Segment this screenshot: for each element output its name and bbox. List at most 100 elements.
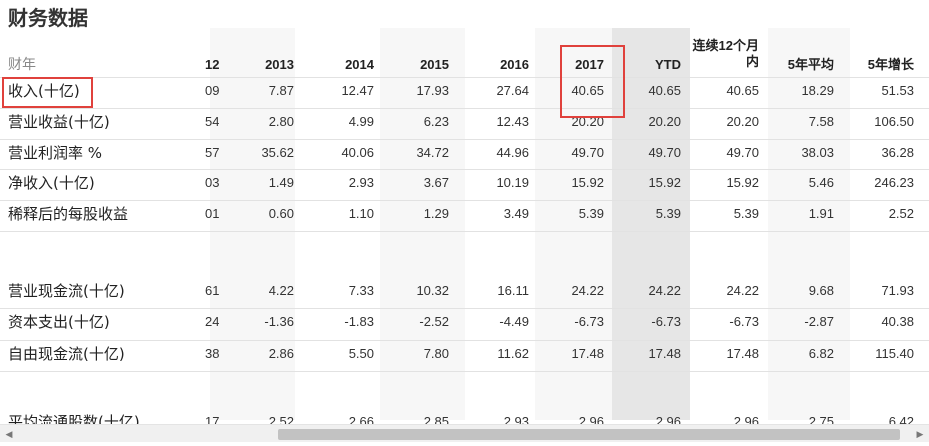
fiscal-year-label: 财年 bbox=[8, 57, 36, 73]
table-cell: 61 bbox=[205, 283, 219, 298]
row-divider bbox=[0, 77, 929, 78]
table-cell: 51.53 bbox=[881, 83, 914, 98]
column-2017-highlight bbox=[560, 45, 625, 118]
column-header: 连续12个月内 bbox=[690, 38, 759, 72]
horizontal-scrollbar[interactable]: ◀ ▶ bbox=[0, 424, 929, 442]
table-cell: 2.93 bbox=[348, 175, 374, 190]
table-cell: 17.48 bbox=[648, 346, 681, 361]
table-cell: 36.28 bbox=[881, 145, 914, 160]
table-cell: -1.83 bbox=[344, 314, 374, 329]
table-cell: 7.80 bbox=[423, 346, 449, 361]
table-cell: 5.39 bbox=[655, 206, 681, 221]
table-cell: 1.10 bbox=[348, 206, 374, 221]
table-cell: 20.20 bbox=[726, 114, 759, 129]
table-cell: 1.49 bbox=[268, 175, 294, 190]
table-cell: 15.92 bbox=[571, 175, 604, 190]
table-cell: 6.82 bbox=[808, 346, 834, 361]
table-cell: -6.73 bbox=[574, 314, 604, 329]
table-cell: 5.39 bbox=[578, 206, 604, 221]
row-label: 收入(十亿) bbox=[8, 82, 80, 100]
row-label: 净收入(十亿) bbox=[8, 174, 95, 192]
column-shade bbox=[535, 28, 612, 420]
scrollbar-thumb[interactable] bbox=[278, 429, 900, 440]
table-cell: 2.86 bbox=[268, 346, 294, 361]
table-cell: 5.39 bbox=[733, 206, 759, 221]
table-cell: 10.32 bbox=[416, 283, 449, 298]
table-cell: 03 bbox=[205, 175, 219, 190]
table-cell: 115.40 bbox=[875, 346, 914, 361]
column-header: 2013 bbox=[265, 57, 294, 72]
table-cell: 27.64 bbox=[496, 83, 529, 98]
column-header: 5年平均 bbox=[787, 57, 834, 72]
table-cell: 57 bbox=[205, 145, 219, 160]
table-cell: 10.19 bbox=[496, 175, 529, 190]
row-label: 资本支出(十亿) bbox=[8, 313, 110, 331]
table-cell: 11.62 bbox=[497, 346, 529, 361]
row-divider bbox=[0, 169, 929, 170]
table-cell: 34.72 bbox=[416, 145, 449, 160]
table-cell: -2.52 bbox=[419, 314, 449, 329]
table-cell: 12.43 bbox=[496, 114, 529, 129]
table-cell: 38.03 bbox=[801, 145, 834, 160]
column-header: 2014 bbox=[345, 57, 374, 72]
table-cell: 12.47 bbox=[341, 83, 374, 98]
left-arrow-icon[interactable]: ◀ bbox=[5, 429, 13, 439]
table-cell: 71.93 bbox=[881, 283, 914, 298]
table-cell: 2.52 bbox=[888, 206, 914, 221]
column-header-line: 内 bbox=[745, 54, 759, 69]
table-cell: -2.87 bbox=[804, 314, 834, 329]
table-cell: 17.48 bbox=[726, 346, 759, 361]
table-cell: -6.73 bbox=[651, 314, 681, 329]
table-cell: 20.20 bbox=[648, 114, 681, 129]
table-cell: 246.23 bbox=[874, 175, 914, 190]
table-cell: 0.60 bbox=[268, 206, 294, 221]
table-cell: -6.73 bbox=[729, 314, 759, 329]
table-cell: 15.92 bbox=[648, 175, 681, 190]
column-header-line: 连续12个月 bbox=[692, 38, 759, 53]
column-shade bbox=[380, 28, 465, 420]
table-cell: 40.06 bbox=[341, 145, 374, 160]
table-cell: -1.36 bbox=[264, 314, 294, 329]
column-shade bbox=[210, 28, 295, 420]
row-divider bbox=[0, 139, 929, 140]
row-label: 稀释后的每股收益 bbox=[8, 205, 129, 223]
table-cell: 49.70 bbox=[648, 145, 681, 160]
table-cell: 3.67 bbox=[423, 175, 449, 190]
table-cell: 15.92 bbox=[726, 175, 759, 190]
row-divider bbox=[0, 308, 929, 309]
table-cell: 5.46 bbox=[808, 175, 834, 190]
table-cell: 2.80 bbox=[268, 114, 294, 129]
table-cell: 16.11 bbox=[497, 283, 529, 298]
table-cell: 7.33 bbox=[348, 283, 374, 298]
table-cell: 18.29 bbox=[801, 83, 834, 98]
table-cell: 40.65 bbox=[571, 83, 604, 98]
table-cell: 24.22 bbox=[571, 283, 604, 298]
table-cell: 17.48 bbox=[571, 346, 604, 361]
table-cell: 4.22 bbox=[268, 283, 294, 298]
page-title: 财务数据 bbox=[8, 6, 88, 30]
table-cell: 38 bbox=[205, 346, 219, 361]
financial-data-table: 财年 12 2013 2014 2015 2016 2017 YTD 连续12个月内 5年平均 5年… bbox=[0, 28, 929, 431]
table-cell: 40.38 bbox=[881, 314, 914, 329]
table-cell: 17.93 bbox=[416, 83, 449, 98]
column-header: 2017 bbox=[575, 57, 604, 72]
right-arrow-icon[interactable]: ▶ bbox=[916, 429, 924, 439]
table-cell: 106.50 bbox=[874, 114, 914, 129]
column-header: 5年增长 bbox=[867, 57, 914, 72]
table-cell: 24.22 bbox=[648, 283, 681, 298]
table-cell: 54 bbox=[205, 114, 219, 129]
table-cell: 35.62 bbox=[261, 145, 294, 160]
table-cell: 24 bbox=[205, 314, 219, 329]
row-divider bbox=[0, 200, 929, 201]
column-header: 2015 bbox=[420, 57, 449, 72]
table-cell: 49.70 bbox=[571, 145, 604, 160]
column-header: YTD bbox=[655, 57, 681, 72]
table-cell: 09 bbox=[205, 83, 219, 98]
table-cell: 6.23 bbox=[423, 114, 449, 129]
row-divider bbox=[0, 108, 929, 109]
table-cell: -4.49 bbox=[499, 314, 529, 329]
row-divider bbox=[0, 371, 929, 372]
row-label: 营业现金流(十亿) bbox=[8, 282, 125, 300]
table-cell: 5.50 bbox=[348, 346, 374, 361]
row-label: 营业利润率 % bbox=[8, 144, 103, 162]
